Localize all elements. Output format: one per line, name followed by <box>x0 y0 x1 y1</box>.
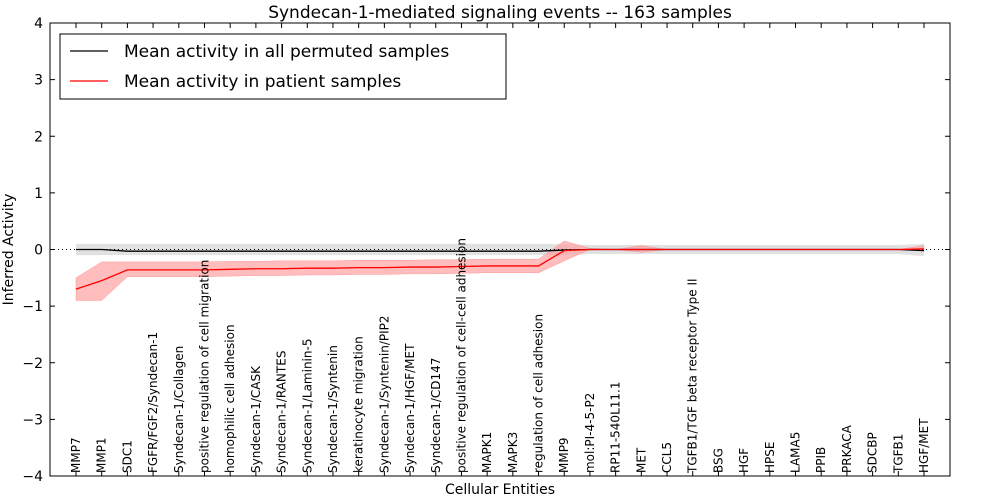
category-label: TGFB1 <box>891 434 905 474</box>
category-label: keratinocyte migration <box>352 336 366 473</box>
y-tick-label: −1 <box>22 299 43 315</box>
y-tick-label: 2 <box>34 129 43 145</box>
category-label: RP11-540L11.1 <box>609 382 623 473</box>
category-label: MMP7 <box>69 437 83 473</box>
category-label: Syndecan-1/Syntenin/PIP2 <box>377 315 391 473</box>
category-label: regulation of cell adhesion <box>532 314 546 473</box>
y-axis-label: Inferred Activity <box>1 194 17 306</box>
legend-box <box>59 33 507 100</box>
category-label: BSG <box>711 448 725 473</box>
y-tick-label: 4 <box>34 16 43 32</box>
category-label: FGFR/FGF2/Syndecan-1 <box>146 332 160 473</box>
band-permuted <box>76 243 924 257</box>
category-label: Syndecan-1/Collagen <box>172 346 186 473</box>
x-axis-ticks <box>75 23 925 476</box>
category-label: LAMA5 <box>789 432 803 473</box>
x-axis-label: Cellular Entities <box>445 482 555 498</box>
y-tick-label: 1 <box>34 186 43 202</box>
legend-label-patient: Mean activity in patient samples <box>124 72 401 92</box>
category-label: Syndecan-1/CD147 <box>429 358 443 473</box>
category-label: MMP1 <box>95 437 109 473</box>
category-label: positive regulation of cell-cell adhesio… <box>454 238 468 473</box>
category-label: Syndecan-1/Syntenin <box>326 345 340 473</box>
y-tick-label: −2 <box>22 356 43 372</box>
series-line-patient <box>75 248 925 290</box>
category-label: Syndecan-1/RANTES <box>275 351 289 473</box>
legend-label-permuted: Mean activity in all permuted samples <box>124 42 449 62</box>
category-label: MAPK3 <box>506 432 520 473</box>
y-tick-label: 3 <box>34 73 43 89</box>
category-label: Syndecan-1/CASK <box>249 365 263 473</box>
category-label: MMP9 <box>557 437 571 473</box>
category-label: MET <box>634 447 648 473</box>
category-label: homophilic cell adhesion <box>223 324 237 473</box>
y-tick-label: −3 <box>22 412 43 428</box>
category-label: mol:PI-4-5-P2 <box>583 393 597 473</box>
category-label: SDC1 <box>120 440 134 473</box>
category-labels: MMP7 MMP1 SDC1 FGFR/FGF2/Syndecan-1 Syndecan… <box>69 238 931 474</box>
y-tick-label: −4 <box>22 469 43 485</box>
category-label: HPSE <box>763 442 777 473</box>
category-label: MAPK1 <box>480 432 494 473</box>
chart-title: Syndecan-1-mediated signaling events -- … <box>268 3 732 23</box>
category-label: HGF <box>737 448 751 473</box>
category-label: PPIB <box>814 447 828 473</box>
category-label: HGF/MET <box>917 418 931 473</box>
category-label: PRKACA <box>840 424 854 473</box>
y-tick-label: 0 <box>34 243 43 259</box>
y-axis-ticks: 4 3 2 1 0 −1 −2 −3 −4 <box>22 16 950 485</box>
category-label: TGFB1/TGF beta receptor Type II <box>686 278 700 474</box>
category-label: CCL5 <box>660 442 674 473</box>
series-lines <box>75 248 925 290</box>
category-label: Syndecan-1/HGF/MET <box>403 343 417 473</box>
category-label: Syndecan-1/Laminin-5 <box>300 339 314 473</box>
category-label: SDCBP <box>866 432 880 473</box>
category-label: positive regulation of cell migration <box>197 260 211 473</box>
legend: Mean activity in all permuted samples Me… <box>59 33 507 100</box>
